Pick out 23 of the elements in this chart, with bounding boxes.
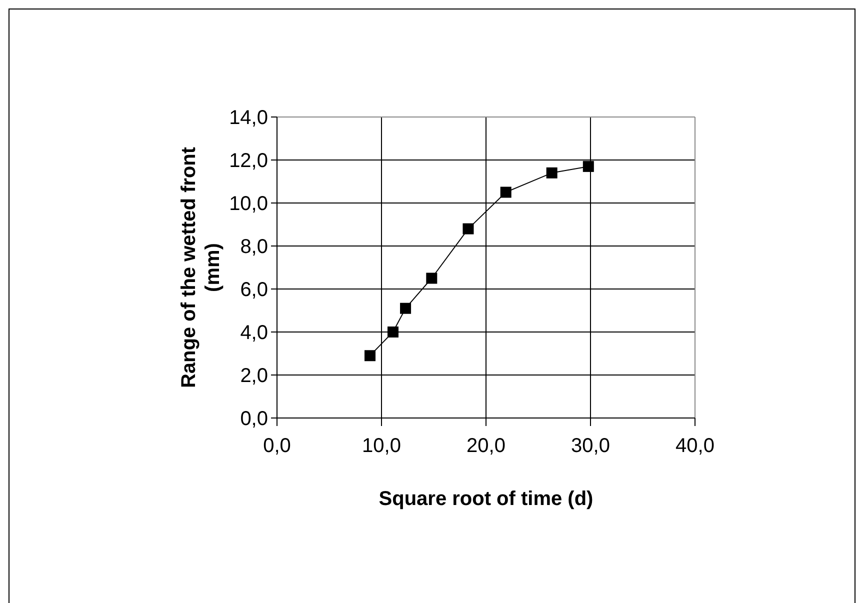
x-tick-label: 10,0 bbox=[362, 435, 401, 457]
y-tick-label: 12,0 bbox=[229, 150, 268, 172]
y-tick-label: 6,0 bbox=[240, 279, 268, 301]
x-tick-label: 20,0 bbox=[466, 435, 506, 457]
x-tick-label: 30,0 bbox=[571, 435, 610, 457]
point bbox=[500, 186, 512, 198]
point bbox=[462, 223, 474, 234]
y-tick-label: 2,0 bbox=[240, 365, 268, 387]
y-tick-label: 4,0 bbox=[240, 322, 268, 344]
point bbox=[400, 302, 412, 314]
y-tick-label: 8,0 bbox=[240, 236, 268, 258]
x-tick-label: 0,0 bbox=[263, 435, 291, 457]
y-axis-title: Range of the wetted front (mm) bbox=[178, 146, 224, 388]
point bbox=[546, 167, 558, 178]
y-tick-label: 0,0 bbox=[240, 408, 268, 430]
y-tick-label: 10,0 bbox=[229, 193, 268, 215]
x-axis-title: Square root of time (d) bbox=[378, 488, 594, 510]
point bbox=[582, 160, 594, 172]
point bbox=[387, 326, 398, 338]
x-tick-label: 40,0 bbox=[676, 435, 714, 457]
point bbox=[426, 272, 438, 284]
y-tick-label: 14,0 bbox=[229, 107, 268, 129]
point bbox=[364, 350, 376, 362]
